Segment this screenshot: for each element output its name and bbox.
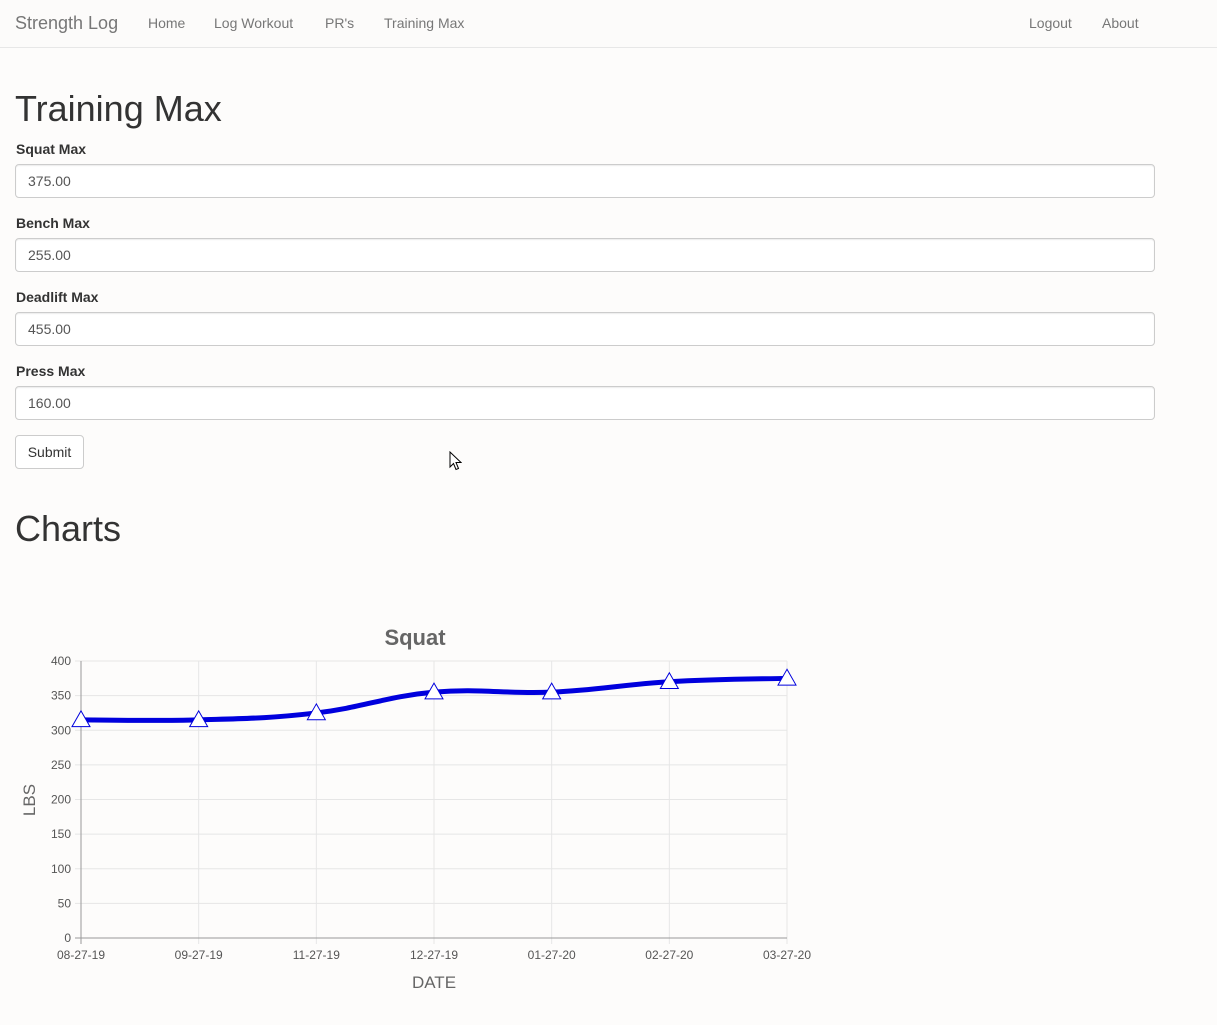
nav-link-log-workout[interactable]: Log Workout [214,15,294,31]
chart-labels: 0 50 100 150 200 250 300 350 400 08-27-19 09-27-19… [20,625,811,992]
nav-link-about[interactable]: About [1102,15,1139,31]
nav-link-home[interactable]: Home [148,15,186,31]
brand-link[interactable]: Strength Log [15,13,119,33]
submit-button[interactable]: Submit [15,435,84,469]
chart-series [71,668,797,728]
data-point-marker [306,702,327,721]
chart-grid [75,660,788,944]
y-tick-label: 300 [51,723,71,737]
data-point-marker [777,668,797,686]
navbar: Strength Log Home Log Workout PR's Train… [0,0,1217,48]
y-tick-label: 0 [64,931,71,945]
mouse-cursor-icon [449,451,462,471]
press-max-input[interactable] [15,386,1155,420]
data-point-marker [424,682,444,700]
nav-link-logout[interactable]: Logout [1029,15,1072,31]
x-tick-label: 03-27-20 [763,948,811,962]
x-tick-label: 09-27-19 [175,948,223,962]
data-point-marker [541,682,562,700]
page-title: Training Max [15,88,222,129]
nav-link-prs[interactable]: PR's [325,15,355,31]
y-tick-label: 100 [51,862,71,876]
squat-max-label: Squat Max [16,141,87,157]
chart-axes [80,661,787,939]
charts-title: Charts [15,508,122,549]
x-axis-title: DATE [412,973,456,992]
y-tick-label: 250 [51,758,71,772]
deadlift-max-input[interactable] [15,312,1155,346]
deadlift-max-label: Deadlift Max [16,289,99,305]
bench-max-label: Bench Max [16,215,90,231]
y-tick-label: 200 [51,793,71,807]
chart-title: Squat [384,625,446,650]
x-tick-label: 11-27-19 [293,948,340,962]
press-max-label: Press Max [16,363,86,379]
x-tick-label: 08-27-19 [57,948,105,962]
data-point-marker [71,709,91,728]
x-tick-label: 02-27-20 [645,948,693,962]
y-tick-label: 50 [58,896,72,910]
x-tick-label: 12-27-19 [410,948,458,962]
squat-max-input[interactable] [15,164,1155,198]
nav-link-training-max[interactable]: Training Max [384,15,465,31]
y-axis-title: LBS [20,784,39,816]
y-tick-label: 150 [51,827,71,841]
squat-chart: 0 50 100 150 200 250 300 350 400 08-27-19 09-27-19… [20,625,811,992]
y-tick-label: 350 [51,689,71,703]
data-point-marker [659,671,680,690]
y-tick-label: 400 [51,654,71,668]
x-tick-label: 01-27-20 [528,948,576,962]
data-point-marker [188,709,209,728]
bench-max-input[interactable] [15,238,1155,272]
